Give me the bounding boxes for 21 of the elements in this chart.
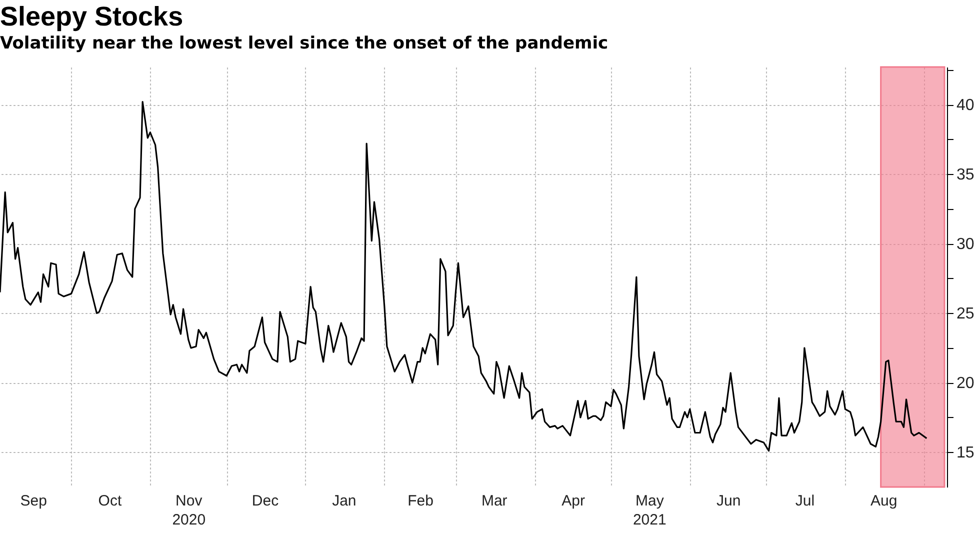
x-tick-label: Nov 2020: [172, 492, 206, 528]
y-tick-label: 35: [956, 166, 974, 184]
x-tick-label: Dec: [252, 492, 280, 510]
y-tick-label: 20: [956, 375, 974, 392]
x-tick-label: Jan: [332, 492, 356, 510]
x-tick-label: Jun: [716, 492, 741, 510]
x-tick-label: Mar: [481, 492, 508, 510]
x-tick-label: Apr: [562, 492, 585, 510]
y-tick-label: 15: [956, 444, 974, 462]
x-tick-label: Sep: [20, 492, 47, 510]
x-tick-label: Oct: [98, 492, 122, 510]
x-tick-label: Aug: [870, 492, 898, 510]
chart-subtitle: Volatility near the lowest level since the onset of the pandemic: [0, 33, 608, 54]
y-tick-label: 25: [956, 306, 974, 323]
y-tick-label: 30: [956, 236, 974, 254]
x-tick-label: Feb: [408, 492, 434, 510]
x-tick-label: May 2021: [632, 492, 666, 528]
x-tick-label: Jul: [795, 492, 815, 510]
y-tick-label: 40: [956, 97, 974, 114]
chart-title: Sleepy Stocks: [0, 1, 184, 32]
line-series: [0, 100, 928, 452]
